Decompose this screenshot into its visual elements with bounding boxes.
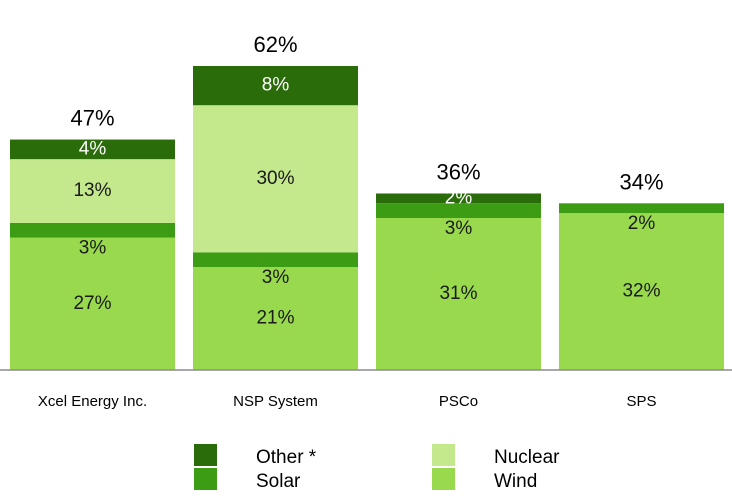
data-label-solar-psco: 3%	[445, 218, 473, 239]
legend-swatch-wind	[432, 468, 455, 490]
data-label-other-xcel-energy-inc: 4%	[79, 138, 107, 159]
bar-segment-other-psco	[376, 193, 541, 204]
bar-segment-solar-nsp-system	[193, 252, 358, 268]
category-label-xcel-energy-inc: Xcel Energy Inc.	[38, 393, 147, 410]
category-label-nsp-system: NSP System	[233, 393, 318, 410]
data-label-wind-psco: 31%	[439, 283, 477, 304]
total-label-psco: 36%	[436, 159, 480, 184]
total-label-nsp-system: 62%	[253, 32, 297, 57]
bar-segment-solar-sps	[559, 203, 724, 214]
bar-segment-wind-xcel-energy-inc	[10, 237, 175, 370]
bar-segment-wind-nsp-system	[193, 267, 358, 370]
category-labels-layer: Xcel Energy Inc. NSP System PSCo SPS	[38, 393, 657, 410]
bar-segment-other-nsp-system	[193, 66, 358, 106]
legend-swatch-nuclear	[432, 444, 455, 466]
bar-segment-wind-psco	[376, 218, 541, 370]
legend-label-nuclear: Nuclear	[494, 447, 560, 468]
bar-segment-solar-psco	[376, 203, 541, 218]
data-label-wind-sps: 32%	[622, 281, 660, 302]
legend-swatch-other	[194, 444, 217, 466]
data-label-nuclear-xcel-energy-inc: 13%	[73, 180, 111, 201]
data-label-other-psco: 2%	[445, 187, 473, 208]
data-label-wind-xcel-energy-inc: 27%	[73, 293, 111, 314]
legend-label-solar: Solar	[256, 471, 301, 492]
segment-labels-layer: 27% 3% 13% 4% 21% 3% 30% 8% 31% 3% 2% 32% 2%	[73, 75, 660, 329]
total-label-xcel-energy-inc: 47%	[70, 106, 114, 131]
bar-segment-solar-xcel-energy-inc	[10, 222, 175, 238]
bar-segment-nuclear-xcel-energy-inc	[10, 159, 175, 223]
legend-label-other: Other *	[256, 447, 317, 468]
data-label-nuclear-nsp-system: 30%	[256, 168, 294, 189]
data-label-wind-nsp-system: 21%	[256, 308, 294, 329]
legend-swatch-solar	[194, 468, 217, 490]
data-label-solar-xcel-energy-inc: 3%	[79, 238, 107, 259]
bar-segment-wind-sps	[559, 213, 724, 370]
legend-label-wind: Wind	[494, 471, 537, 492]
totals-layer: 47% 62% 36% 34%	[70, 32, 663, 194]
bars-layer	[10, 66, 724, 370]
category-label-sps: SPS	[626, 393, 656, 410]
legend: Other * Nuclear Solar Wind	[194, 444, 560, 492]
total-label-sps: 34%	[619, 169, 663, 194]
bar-segment-other-xcel-energy-inc	[10, 139, 175, 160]
bar-segment-nuclear-nsp-system	[193, 105, 358, 253]
data-label-solar-nsp-system: 3%	[262, 267, 290, 288]
category-label-psco: PSCo	[439, 393, 478, 410]
data-label-other-nsp-system: 8%	[262, 75, 290, 96]
data-label-solar-sps: 2%	[628, 213, 656, 234]
